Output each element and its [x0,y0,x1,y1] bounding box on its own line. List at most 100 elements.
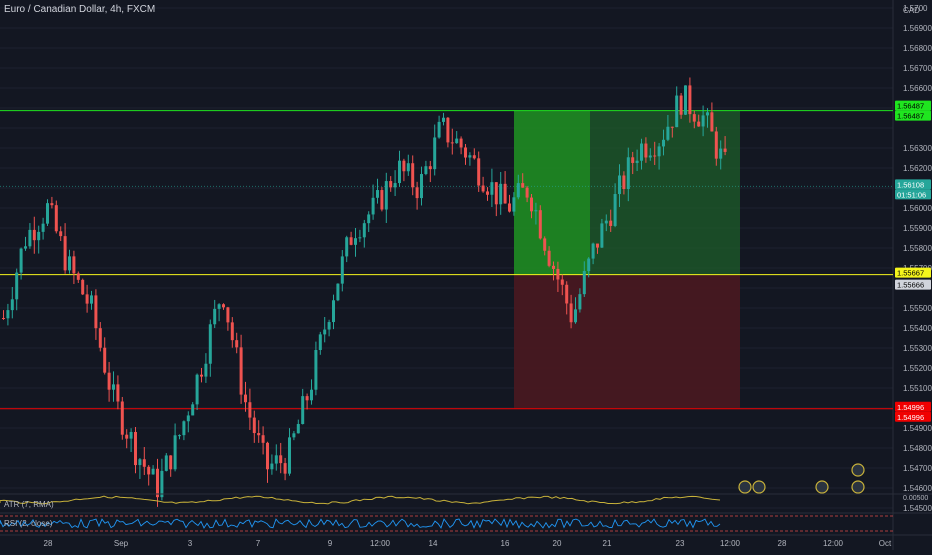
economic-event-icon [738,480,752,494]
candle-body [239,347,243,395]
candle-body [19,248,23,273]
candle-body [6,310,10,319]
price-tick-label: 1.56800 [903,44,932,53]
candle-body [600,223,604,248]
candle-body [446,117,450,143]
candle-body [670,126,674,128]
candle-body [134,431,137,466]
price-tick-label: 1.54900 [903,424,932,433]
atr-scale-label: 0.00500 [903,495,928,502]
candle-body [516,183,520,198]
candle-body [679,95,683,115]
candle-body [59,231,63,237]
price-badge [895,411,931,422]
candle-body [257,433,261,436]
candle-body [455,138,459,144]
candle-body [15,272,19,300]
candle-body [226,307,230,323]
time-axis-label: 12:00 [370,539,391,548]
candle-body [380,190,384,210]
stop-zone [514,274,740,409]
candle-body [186,415,190,422]
candle-body [393,183,397,188]
time-axis-label: 7 [256,539,261,548]
price-badge-label: 1.56487 [897,102,924,111]
candle-body [534,210,538,212]
candle-body [530,197,533,212]
price-badge-label: 1.54996 [897,413,924,422]
candle-body [310,389,313,401]
candle-body [2,318,5,319]
candle-body [222,304,225,308]
price-badge-label: 1.55666 [897,281,924,290]
price-tick-label: 1.56600 [903,84,932,93]
chart-title: Euro / Canadian Dollar, 4h, FXCM [4,4,156,15]
price-tick-label: 1.55500 [903,304,932,313]
candle-body [512,197,516,212]
candle-body [327,322,331,330]
candles [2,77,727,507]
candle-body [499,183,503,205]
candle-body [644,143,648,158]
price-badge-label: 1.56108 [897,180,924,189]
candle-body [486,191,489,195]
candle-body [200,374,203,377]
candle-body [538,210,542,239]
rsi-label: RSI (2, close) [4,519,53,528]
candle-body [112,384,115,390]
candle-body [208,324,212,364]
time-axis-label: 23 [676,539,685,548]
candle-body [384,181,388,210]
candle-body [424,166,428,175]
candle-body [169,455,173,470]
price-tick-label: 1.54600 [903,484,932,493]
candle-body [367,214,371,224]
candle-body [103,347,107,373]
candle-body [116,384,120,402]
price-badge-label: 1.54996 [897,403,924,412]
candle-body [314,350,318,390]
candle-body [688,85,692,115]
candle-body [279,455,283,464]
price-tick-label: 1.56700 [903,64,932,73]
candle-body [503,183,507,204]
candle-body [565,284,569,304]
candle-body [591,243,595,259]
candle-body [270,463,274,470]
candle-body [90,295,93,304]
price-badge [895,401,931,412]
candle-body [411,163,415,188]
candle-body [710,112,714,132]
candle-body [521,183,525,188]
candle-body [32,229,36,241]
candle-body [54,205,58,232]
candle-body [420,174,423,199]
candle-body [552,265,555,269]
candle-body [547,250,551,266]
candle-body [569,303,573,323]
candle-body [697,121,701,127]
candle-body [252,417,256,434]
candle-body [318,334,322,351]
candle-body [85,294,89,304]
candle-body [653,155,657,157]
price-tick-label: 1.56900 [903,24,932,33]
candle-body [340,256,344,284]
candle-body [164,455,168,471]
candle-body [50,203,54,206]
candle-body [235,340,239,348]
candle-body [120,401,124,435]
candle-body [46,203,49,224]
price-tick-label: 1.55900 [903,224,932,233]
candle-body [706,112,709,116]
candle-body [156,468,159,498]
candle-body [464,147,467,158]
candle-body [415,187,419,199]
candle-body [723,148,727,152]
time-axis-label: 12:00 [823,539,844,548]
candle-body [631,157,635,163]
candle-body [714,131,718,159]
candle-body [635,160,639,163]
